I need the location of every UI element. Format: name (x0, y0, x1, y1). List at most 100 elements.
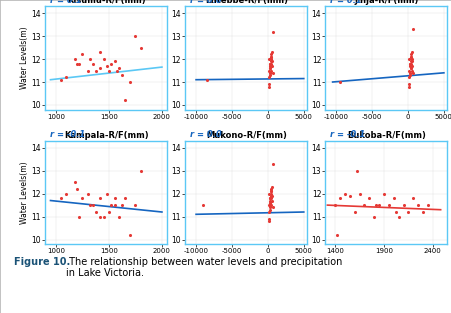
Title: Entebbe-R/F(mm): Entebbe-R/F(mm) (204, 0, 287, 6)
Point (372, 203, 379, 208)
Point (341, 191, 348, 196)
Point (267, 193, 274, 198)
Point (407, 52, 414, 57)
Point (345, 193, 353, 198)
Point (405, 82, 412, 87)
Point (404, 209, 411, 214)
Point (405, 64, 413, 69)
Point (268, 59, 275, 64)
Title: Kisumu-R/F(mm): Kisumu-R/F(mm) (67, 0, 145, 6)
Point (100, 214, 107, 219)
Text: r = -0.1: r = -0.1 (329, 130, 364, 139)
Point (266, 207, 273, 212)
Point (63, 75, 70, 80)
Point (86, 57, 93, 62)
Point (380, 191, 387, 196)
Point (267, 54, 274, 59)
Point (407, 54, 414, 59)
Point (266, 198, 273, 203)
Point (111, 196, 119, 201)
Point (105, 209, 112, 214)
Point (407, 64, 414, 69)
Point (391, 209, 399, 214)
Point (268, 184, 275, 189)
Point (399, 203, 406, 208)
Point (126, 80, 133, 85)
Point (405, 61, 413, 66)
Point (265, 203, 272, 208)
Point (267, 198, 275, 203)
Point (267, 189, 274, 194)
Point (126, 233, 133, 238)
Point (78, 52, 86, 57)
Point (266, 61, 273, 66)
Point (265, 68, 272, 73)
Point (103, 64, 110, 69)
Y-axis label: Water Levels(m): Water Levels(m) (19, 27, 28, 89)
Point (352, 168, 359, 173)
Point (406, 61, 414, 66)
Point (73, 187, 80, 192)
Point (267, 61, 274, 66)
Point (405, 84, 412, 89)
Point (57, 196, 64, 201)
Point (389, 196, 396, 201)
Point (269, 70, 276, 75)
Point (408, 59, 415, 64)
Point (267, 203, 275, 208)
Point (394, 214, 401, 219)
Point (266, 73, 273, 78)
Point (384, 203, 391, 208)
Point (203, 77, 210, 82)
Text: r = 0.0: r = 0.0 (189, 130, 221, 139)
Point (267, 189, 274, 194)
Text: r = -0.1: r = -0.1 (50, 130, 85, 139)
Point (405, 73, 413, 78)
Point (107, 61, 115, 66)
Point (97, 50, 104, 55)
Title: Jinja-R/F(mm): Jinja-R/F(mm) (354, 0, 418, 6)
Text: r = 0.1: r = 0.1 (329, 0, 361, 5)
Point (355, 191, 363, 196)
Point (336, 196, 343, 201)
Point (115, 214, 123, 219)
Point (407, 68, 414, 73)
Point (409, 70, 416, 75)
Title: Bukoba-R/F(mm): Bukoba-R/F(mm) (346, 131, 425, 140)
Point (264, 209, 272, 214)
Point (333, 233, 340, 238)
Text: r = 0.0: r = 0.0 (189, 0, 221, 5)
Point (265, 84, 272, 89)
Point (92, 209, 100, 214)
Point (89, 203, 97, 208)
Point (92, 68, 100, 73)
Point (267, 54, 274, 59)
Point (423, 203, 431, 208)
Point (137, 45, 144, 50)
Point (107, 203, 115, 208)
Point (268, 50, 275, 55)
Point (350, 209, 358, 214)
Point (405, 57, 412, 62)
Point (100, 57, 107, 62)
Point (405, 68, 412, 73)
Point (71, 180, 78, 185)
Point (267, 68, 275, 73)
Point (269, 161, 276, 166)
Point (63, 191, 70, 196)
Point (268, 193, 275, 198)
Point (331, 203, 338, 208)
Point (114, 68, 121, 73)
Point (336, 80, 343, 85)
Point (267, 52, 274, 57)
Point (265, 216, 272, 221)
Point (111, 203, 119, 208)
Point (267, 59, 274, 64)
Point (118, 73, 125, 78)
Point (267, 64, 275, 69)
Y-axis label: Water Levels(m): Water Levels(m) (19, 161, 28, 224)
Point (406, 54, 414, 59)
Point (266, 61, 273, 66)
Point (406, 59, 414, 64)
Point (199, 203, 207, 208)
